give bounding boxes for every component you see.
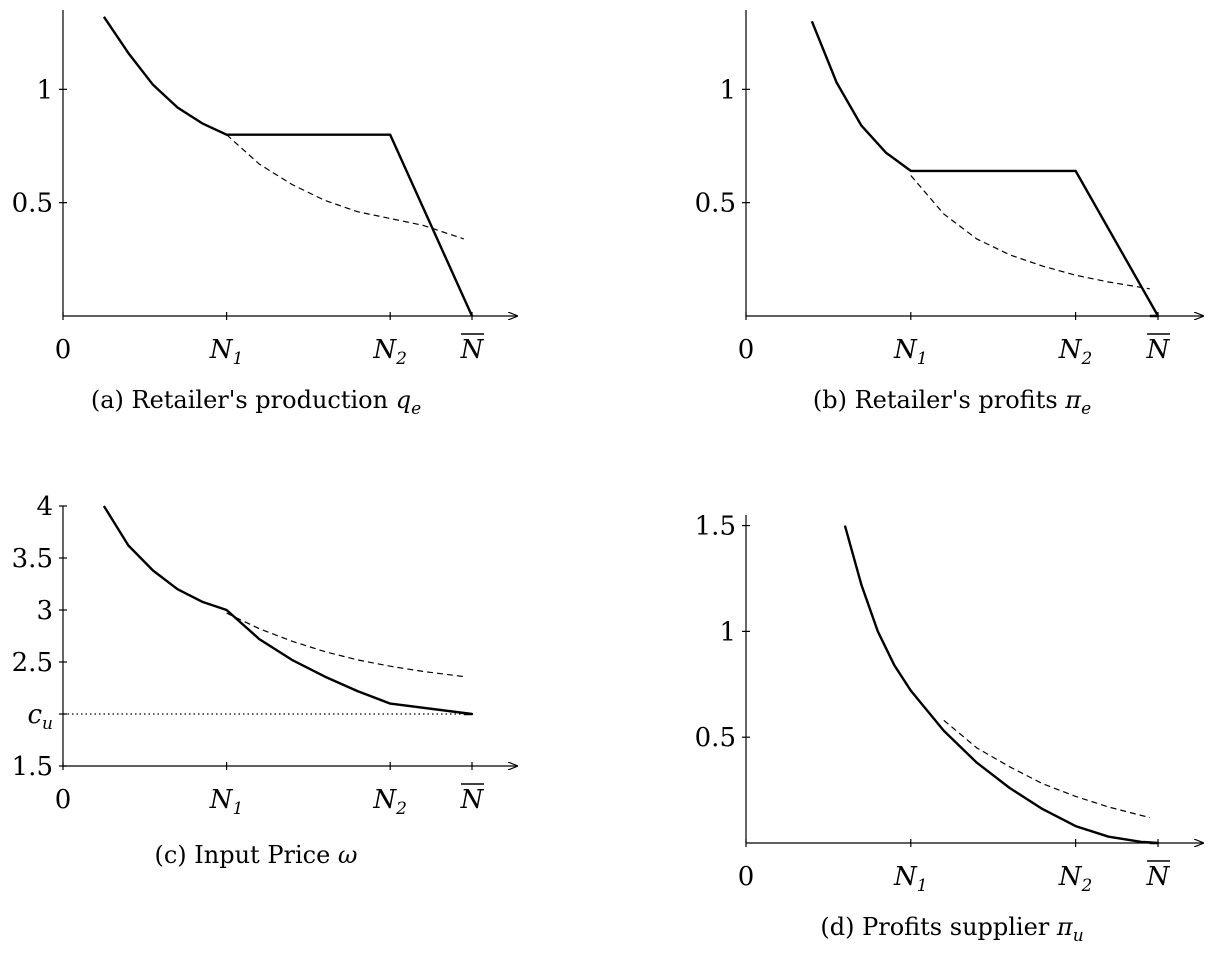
series-dashed-line	[226, 134, 464, 240]
x-tick-label: N	[460, 335, 485, 365]
chart-caption: (d) Profits supplier πu	[820, 913, 1083, 946]
series-solid-line	[102, 505, 474, 716]
x-tick-label: N2	[372, 785, 407, 819]
x-tick-label: 0	[738, 862, 755, 892]
chart-panel-c: 0 N1 N2 N 1.5 cu 2.5 3 3.5 4 (c) Input Price ω	[12, 492, 517, 869]
y-tick-label: 1	[36, 75, 53, 105]
x-tick-label: 0	[55, 785, 72, 815]
x-tick-label: N	[1146, 335, 1171, 365]
x-tick-label: N	[460, 785, 485, 815]
x-tick-label: N	[1146, 862, 1171, 892]
series-solid-line	[843, 525, 1160, 845]
x-tick-label: N1	[209, 335, 244, 369]
series-dashed-line	[226, 612, 464, 678]
y-tick-label: 2.5	[12, 648, 53, 678]
series-solid-line	[810, 20, 1160, 318]
y-tick-label: 1	[719, 617, 736, 647]
y-tick-label: 1.5	[12, 752, 53, 782]
chart-panel-a: 0 N1 N2 N 0.5 1 (a) Retailer's production qe	[12, 10, 517, 419]
chart-caption: (b) Retailer's profits πe	[813, 386, 1091, 419]
chart-caption: (a) Retailer's production qe	[91, 386, 421, 419]
chart-panel-b: 0 N1 N2 N 0.5 1 (b) Retailer's profits πe	[695, 10, 1203, 419]
x-tick-label: N1	[893, 862, 928, 896]
series-solid-line	[102, 16, 474, 317]
x-tick-label: N2	[1058, 862, 1093, 896]
x-tick-label: N2	[1058, 335, 1093, 369]
series-dashed-line	[910, 175, 1150, 290]
x-tick-label: N1	[209, 785, 244, 819]
chart-caption: (c) Input Price ω	[155, 841, 358, 869]
y-tick-label: 3	[36, 596, 53, 626]
y-tick-label: 0.5	[695, 723, 736, 753]
x-tick-label: N2	[372, 335, 407, 369]
y-tick-label: cu	[27, 700, 53, 734]
x-tick-label: 0	[738, 335, 755, 365]
y-tick-label: 0.5	[12, 189, 53, 219]
y-tick-label: 1.5	[695, 512, 736, 542]
y-tick-label: 0.5	[695, 189, 736, 219]
series-dashed-line	[943, 719, 1150, 819]
y-tick-label: 1	[719, 75, 736, 105]
x-tick-label: N1	[893, 335, 928, 369]
y-tick-label: 3.5	[12, 544, 53, 574]
chart-panel-d: 0 N1 N2 N 0.5 1 1.5 (d) Profits supplier πu	[695, 512, 1203, 946]
y-tick-label: 4	[36, 492, 53, 522]
x-tick-label: 0	[55, 335, 72, 365]
